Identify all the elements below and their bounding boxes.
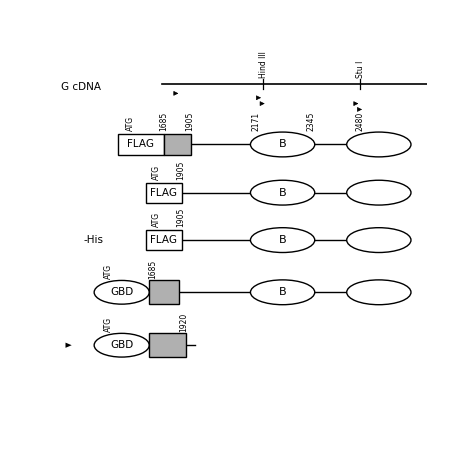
Bar bbox=[149, 333, 186, 357]
Text: G cDNA: G cDNA bbox=[61, 82, 101, 92]
Text: FLAG: FLAG bbox=[150, 235, 177, 245]
Bar bbox=[118, 134, 164, 155]
Text: B: B bbox=[279, 235, 286, 245]
Text: -His: -His bbox=[83, 235, 103, 245]
Text: ATG: ATG bbox=[152, 164, 161, 180]
Text: 1685: 1685 bbox=[159, 112, 168, 131]
Text: B: B bbox=[279, 188, 286, 198]
Ellipse shape bbox=[94, 333, 149, 357]
Bar bbox=[149, 281, 179, 304]
Ellipse shape bbox=[250, 180, 315, 205]
Text: 1905: 1905 bbox=[176, 208, 185, 227]
Bar bbox=[146, 182, 182, 203]
Bar bbox=[412, 215, 448, 265]
Bar bbox=[412, 168, 448, 218]
Bar bbox=[412, 267, 448, 317]
Ellipse shape bbox=[346, 180, 411, 205]
Bar bbox=[146, 230, 182, 250]
Text: 1685: 1685 bbox=[148, 260, 157, 279]
Bar bbox=[412, 119, 448, 169]
Text: B: B bbox=[279, 287, 286, 297]
Text: 2480: 2480 bbox=[356, 112, 365, 131]
Text: GBD: GBD bbox=[110, 287, 133, 297]
Ellipse shape bbox=[250, 280, 315, 305]
Text: FLAG: FLAG bbox=[150, 188, 177, 198]
Text: ATG: ATG bbox=[127, 116, 136, 131]
Ellipse shape bbox=[94, 281, 149, 304]
Ellipse shape bbox=[250, 228, 315, 253]
Text: FLAG: FLAG bbox=[128, 139, 155, 149]
Text: 2171: 2171 bbox=[251, 112, 260, 131]
Text: 2345: 2345 bbox=[306, 112, 315, 131]
Bar bbox=[164, 134, 191, 155]
Text: 1920: 1920 bbox=[180, 313, 189, 332]
Text: ATG: ATG bbox=[152, 212, 161, 227]
Polygon shape bbox=[65, 343, 72, 348]
Text: GBD: GBD bbox=[110, 340, 133, 350]
Ellipse shape bbox=[346, 228, 411, 253]
Text: B: B bbox=[279, 139, 286, 149]
Ellipse shape bbox=[346, 280, 411, 305]
Text: 1905: 1905 bbox=[176, 160, 185, 180]
Text: 1905: 1905 bbox=[185, 112, 194, 131]
Ellipse shape bbox=[346, 132, 411, 157]
Ellipse shape bbox=[250, 132, 315, 157]
Text: ATG: ATG bbox=[104, 317, 113, 332]
Text: Stu I: Stu I bbox=[356, 61, 365, 78]
Text: ATG: ATG bbox=[104, 264, 113, 279]
Text: Hind III: Hind III bbox=[259, 52, 268, 78]
